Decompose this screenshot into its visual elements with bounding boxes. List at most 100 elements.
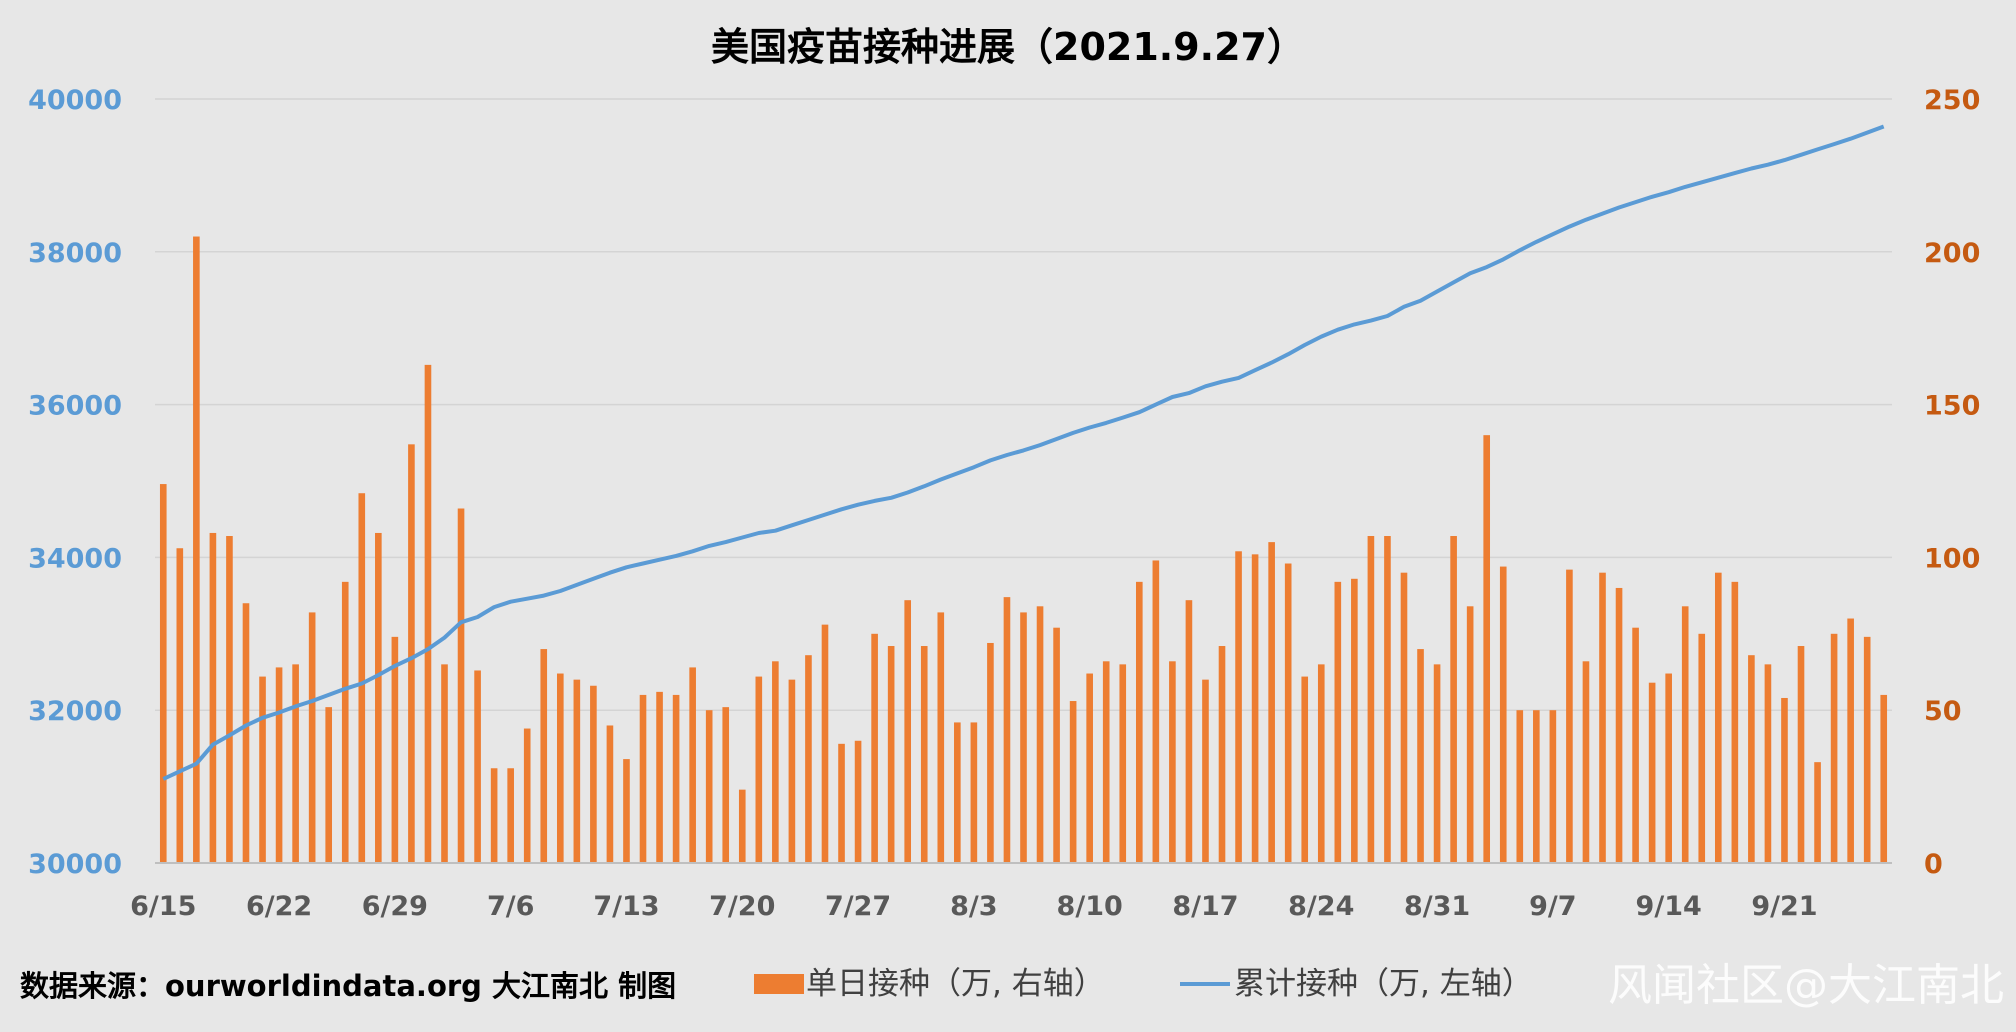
daily-bar <box>573 679 581 863</box>
daily-bar <box>1731 581 1739 863</box>
daily-bar <box>1003 597 1011 863</box>
chart-title: 美国疫苗接种进展（2021.9.27） <box>711 25 1305 69</box>
daily-bar <box>1235 551 1242 863</box>
daily-bar <box>788 679 796 863</box>
daily-bar <box>656 691 663 863</box>
daily-bar <box>1119 664 1127 863</box>
daily-bar <box>1516 710 1524 863</box>
daily-bar <box>1450 536 1457 863</box>
daily-bar <box>970 722 978 863</box>
daily-bar <box>226 536 233 863</box>
daily-bar <box>242 603 250 863</box>
legend-bar-swatch <box>754 974 804 994</box>
daily-bar <box>1599 572 1606 863</box>
left-axis-ticks: 30000 32000 34000 36000 38000 40000 <box>28 85 122 880</box>
daily-bar <box>805 655 812 863</box>
x-tick-label: 9/21 <box>1751 891 1817 922</box>
daily-bar <box>854 740 862 863</box>
daily-bar <box>1615 587 1623 863</box>
daily-bar <box>1582 661 1590 863</box>
watermark: 风闻社区@大江南北 <box>1608 960 2004 1011</box>
x-tick-label: 8/3 <box>950 891 997 922</box>
daily-bar <box>1714 572 1722 863</box>
daily-bar <box>1665 673 1672 863</box>
x-tick-label: 8/31 <box>1404 891 1470 922</box>
daily-bar <box>772 661 779 863</box>
data-source: 数据来源：ourworldindata.org 大江南北 制图 <box>20 969 676 1003</box>
left-tick-label: 38000 <box>28 238 122 269</box>
daily-bar <box>1549 710 1557 863</box>
daily-bar <box>523 728 531 863</box>
daily-bar <box>722 707 730 863</box>
daily-bar <box>408 444 415 863</box>
x-tick-label: 8/17 <box>1172 891 1238 922</box>
daily-bar <box>1268 542 1275 863</box>
cumulative-series-line <box>162 124 1885 781</box>
daily-bar <box>1020 612 1027 863</box>
daily-bar <box>292 664 299 863</box>
daily-bar <box>755 676 763 863</box>
daily-bar <box>457 508 465 863</box>
daily-bar <box>490 768 498 863</box>
cumulative-line <box>162 124 1885 781</box>
daily-bar <box>375 532 382 863</box>
daily-bar <box>1764 664 1772 863</box>
daily-bar <box>159 484 167 863</box>
daily-bar <box>176 548 184 863</box>
x-tick-label: 7/27 <box>825 891 891 922</box>
daily-bar <box>738 789 746 863</box>
daily-bar <box>672 694 680 863</box>
daily-bar <box>639 694 647 863</box>
daily-bar <box>308 612 316 863</box>
daily-bar <box>689 667 696 863</box>
daily-bar <box>540 649 548 863</box>
left-tick-label: 40000 <box>28 85 122 116</box>
daily-bar <box>259 676 266 863</box>
x-tick-label: 9/7 <box>1529 891 1576 922</box>
daily-bar <box>1797 646 1805 863</box>
daily-bar <box>1847 618 1854 863</box>
daily-bar <box>1351 578 1358 863</box>
right-tick-label: 100 <box>1924 543 1980 574</box>
legend: 单日接种（万, 右轴） 累计接种（万, 左轴） <box>754 966 1533 1002</box>
daily-bar <box>1169 661 1176 863</box>
daily-bar <box>1863 636 1871 863</box>
daily-bar <box>1317 664 1325 863</box>
right-tick-label: 150 <box>1924 391 1980 422</box>
daily-bar <box>1251 554 1259 863</box>
daily-bar <box>838 743 845 863</box>
daily-bar <box>474 670 481 863</box>
daily-bar <box>1334 581 1342 863</box>
daily-bar <box>606 725 614 863</box>
x-tick-label: 9/14 <box>1636 891 1702 922</box>
daily-bar <box>1533 710 1540 863</box>
daily-bar <box>275 667 283 863</box>
daily-bar <box>1202 679 1209 863</box>
daily-bar <box>1152 560 1160 863</box>
daily-bar <box>1698 633 1706 863</box>
daily-bar <box>1830 633 1838 863</box>
daily-bar <box>1135 581 1143 863</box>
daily-bar <box>1069 701 1077 863</box>
daily-bar <box>358 493 366 863</box>
x-tick-label: 7/13 <box>593 891 659 922</box>
daily-bar <box>904 600 912 863</box>
daily-bar <box>954 722 961 863</box>
right-tick-label: 50 <box>1924 696 1962 727</box>
daily-bar <box>1284 563 1292 863</box>
daily-bar <box>1632 627 1639 863</box>
legend-line-label: 累计接种（万, 左轴） <box>1234 966 1533 1002</box>
daily-bar <box>705 710 713 863</box>
left-tick-label: 36000 <box>28 391 122 422</box>
daily-bar <box>424 364 432 863</box>
daily-bar <box>1433 664 1441 863</box>
daily-bar <box>209 532 217 863</box>
daily-bar <box>1036 606 1044 863</box>
right-tick-label: 0 <box>1924 849 1943 880</box>
daily-bar <box>1781 697 1788 863</box>
daily-bar <box>1301 676 1309 863</box>
daily-bar <box>1483 435 1491 863</box>
x-axis: 6/15 6/22 6/29 7/6 7/13 7/20 7/27 8/3 8/10 8/17 8/… <box>130 862 1892 922</box>
